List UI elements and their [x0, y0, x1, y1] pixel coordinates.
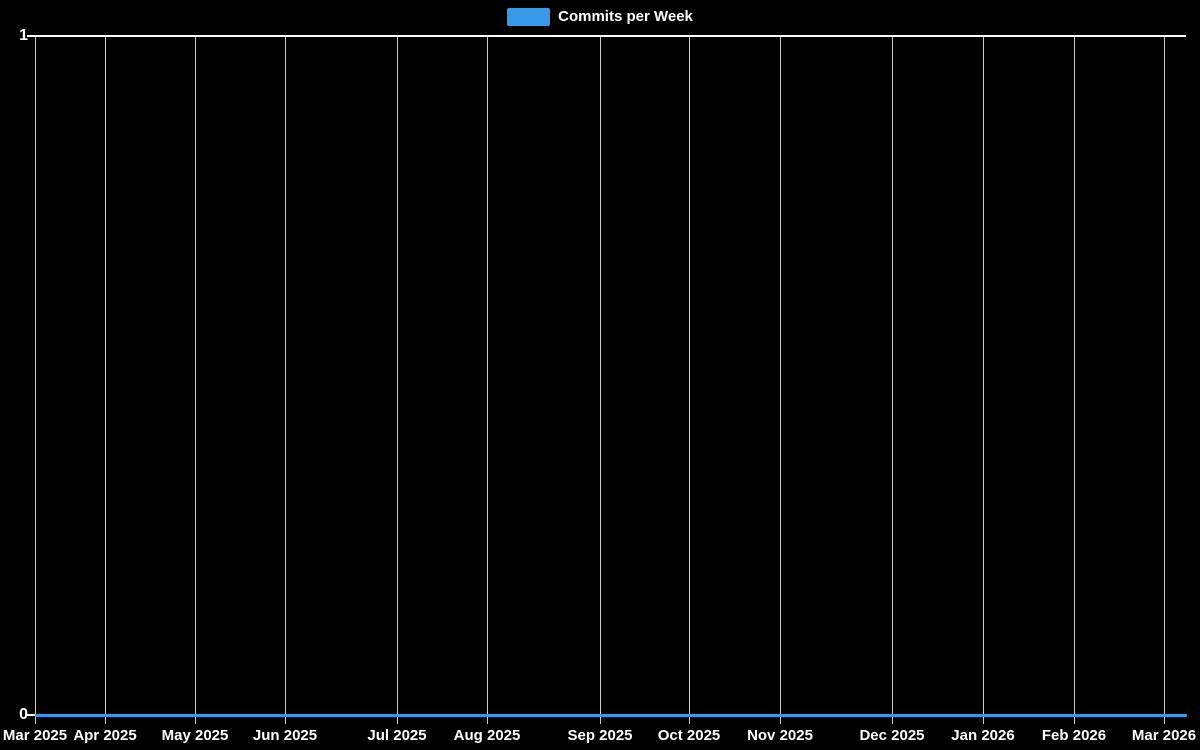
- x-axis-tick-label: Dec 2025: [859, 727, 925, 744]
- plot-area: [35, 35, 1187, 724]
- x-axis-tick-label: Jun 2025: [252, 727, 318, 744]
- legend-swatch-icon: [507, 8, 551, 26]
- month-gridline: [689, 36, 690, 724]
- legend-item-commits[interactable]: Commits per Week: [507, 8, 693, 26]
- y-max-gridline: [35, 35, 1186, 37]
- month-gridline: [35, 36, 36, 724]
- month-gridline: [1074, 36, 1075, 724]
- month-gridline: [600, 36, 601, 724]
- x-axis-tick-label: Jan 2026: [951, 727, 1015, 744]
- x-axis-tick-label: Mar 2025: [2, 727, 68, 744]
- month-gridline: [105, 36, 106, 724]
- month-gridline: [285, 36, 286, 724]
- x-axis-tick-label: Mar 2026: [1131, 727, 1197, 744]
- x-axis-tick-label: Oct 2025: [657, 727, 721, 744]
- commits-zero-line: [35, 714, 1187, 717]
- y-axis-tick-min: [27, 714, 35, 716]
- x-axis-labels: Mar 2025 Apr 2025 May 2025 Jun 2025 Jul 2025…: [0, 727, 1200, 747]
- month-gridline: [1164, 36, 1165, 724]
- month-gridline: [983, 36, 984, 724]
- month-gridline: [397, 36, 398, 724]
- chart-legend: Commits per Week: [0, 8, 1200, 26]
- x-axis-tick-label: May 2025: [161, 727, 229, 744]
- x-axis-tick-label: Jul 2025: [367, 727, 427, 744]
- month-gridline: [892, 36, 893, 724]
- y-axis-max-label: 1: [19, 27, 28, 44]
- x-axis-tick-label: Nov 2025: [747, 727, 813, 744]
- month-gridline: [487, 36, 488, 724]
- x-axis-tick-label: Apr 2025: [73, 727, 137, 744]
- x-axis-tick-label: Feb 2026: [1041, 727, 1107, 744]
- x-axis-tick-label: Sep 2025: [567, 727, 633, 744]
- x-axis-tick-label: Aug 2025: [453, 727, 521, 744]
- month-gridline: [195, 36, 196, 724]
- y-axis-tick-max: [27, 35, 35, 37]
- month-gridline: [780, 36, 781, 724]
- legend-label: Commits per Week: [558, 8, 693, 25]
- y-axis-min-label: 0: [19, 706, 28, 723]
